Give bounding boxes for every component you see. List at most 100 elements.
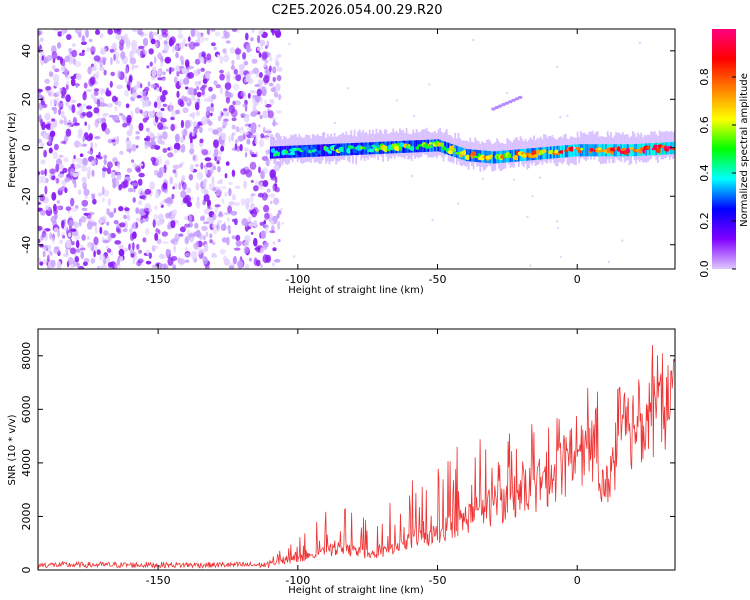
- noise-blob: [102, 239, 110, 244]
- noise-blob: [87, 235, 90, 240]
- noise-blob: [172, 164, 180, 170]
- noise-blob: [82, 135, 85, 143]
- noise-blob: [158, 167, 166, 174]
- noise-blob: [106, 248, 112, 253]
- noise-blob: [126, 140, 132, 150]
- noise-blob: [224, 82, 232, 91]
- noise-blob: [212, 187, 217, 192]
- noise-blob: [165, 248, 170, 258]
- noise-blob: [86, 135, 92, 142]
- noise-blob: [100, 122, 107, 129]
- band-body: [370, 142, 373, 155]
- noise-blob: [243, 180, 247, 189]
- noise-blob: [70, 264, 74, 269]
- noise-blob: [244, 197, 251, 205]
- noise-blob: [106, 255, 110, 265]
- noise-blob: [154, 41, 158, 48]
- noise-blob: [205, 231, 209, 238]
- band-body: [648, 143, 651, 156]
- noise-blob: [253, 219, 258, 228]
- noise-blob: [169, 215, 175, 221]
- noise-blob: [197, 31, 201, 41]
- noise-blob: [175, 133, 180, 143]
- bottom-ylabel: SNR (10 * v/v): [7, 414, 18, 485]
- noise-blob: [163, 40, 168, 45]
- band-core: [428, 145, 434, 149]
- noise-blob: [68, 59, 73, 65]
- noise-blob: [135, 207, 140, 215]
- noise-blob: [103, 158, 107, 165]
- noise-blob: [115, 227, 120, 233]
- band-halo: [358, 129, 361, 154]
- noise-blob: [53, 209, 58, 215]
- noise-blob: [260, 264, 263, 268]
- noise-blob: [116, 29, 122, 35]
- noise-blob: [107, 29, 113, 35]
- noise-blob: [68, 219, 74, 227]
- noise-blob: [93, 55, 101, 62]
- noise-blob: [189, 142, 194, 149]
- noise-blob: [44, 168, 47, 176]
- stray-dot: [566, 114, 569, 118]
- noise-blob: [214, 155, 218, 162]
- noise-blob: [248, 223, 255, 227]
- noise-blob: [135, 131, 140, 135]
- noise-blob: [172, 169, 177, 174]
- noise-blob: [65, 128, 72, 137]
- noise-blob: [94, 119, 99, 128]
- band-body: [575, 144, 577, 157]
- stray-dot: [428, 83, 431, 86]
- stray-dot: [556, 65, 559, 69]
- band-core: [458, 153, 464, 158]
- noise-blob: [276, 75, 282, 82]
- noise-blob: [203, 221, 209, 225]
- noise-blob: [65, 206, 72, 212]
- noise-blob: [64, 177, 71, 183]
- band-body: [269, 146, 272, 159]
- stray-dot: [556, 220, 559, 223]
- band-body: [415, 140, 418, 153]
- bottom-frame: [37, 328, 676, 571]
- band-body: [288, 145, 291, 158]
- noise-blob: [128, 243, 131, 251]
- noise-blob: [167, 257, 174, 266]
- noise-blob: [223, 258, 231, 266]
- noise-blob: [212, 165, 217, 171]
- noise-blob: [173, 148, 178, 154]
- noise-blob: [204, 157, 212, 162]
- stray-dot: [526, 215, 529, 218]
- noise-blob: [93, 236, 99, 246]
- band-core: [284, 150, 289, 154]
- noise-blob: [108, 212, 114, 218]
- band-core: [507, 153, 512, 159]
- noise-blob: [177, 33, 184, 39]
- noise-blob: [120, 51, 126, 60]
- noise-blob: [277, 238, 281, 243]
- noise-blob: [85, 166, 92, 172]
- snr-panel: -150 -100 -50 0 0 2000 4000 6000 8000: [20, 328, 676, 587]
- noise-blob: [58, 108, 62, 116]
- noise-blob: [94, 225, 98, 234]
- band-body: [303, 145, 306, 158]
- noise-blob: [248, 257, 252, 262]
- noise-blob: [142, 237, 147, 243]
- noise-blob: [231, 108, 238, 118]
- noise-blob: [100, 264, 107, 269]
- noise-blob: [49, 130, 56, 138]
- noise-blob: [44, 185, 48, 195]
- noise-blob: [254, 137, 258, 145]
- noise-blob: [193, 126, 198, 135]
- noise-blob: [270, 193, 276, 198]
- noise-blob: [132, 242, 135, 251]
- noise-blob: [136, 95, 142, 99]
- noise-blob: [262, 110, 269, 119]
- noise-blob: [254, 247, 261, 251]
- noise-blob: [119, 256, 124, 263]
- noise-blob: [138, 249, 143, 254]
- noise-blob: [98, 254, 106, 261]
- noise-blob: [265, 152, 269, 156]
- noise-blob: [235, 126, 240, 133]
- noise-blob: [187, 36, 191, 42]
- noise-blob: [181, 67, 188, 75]
